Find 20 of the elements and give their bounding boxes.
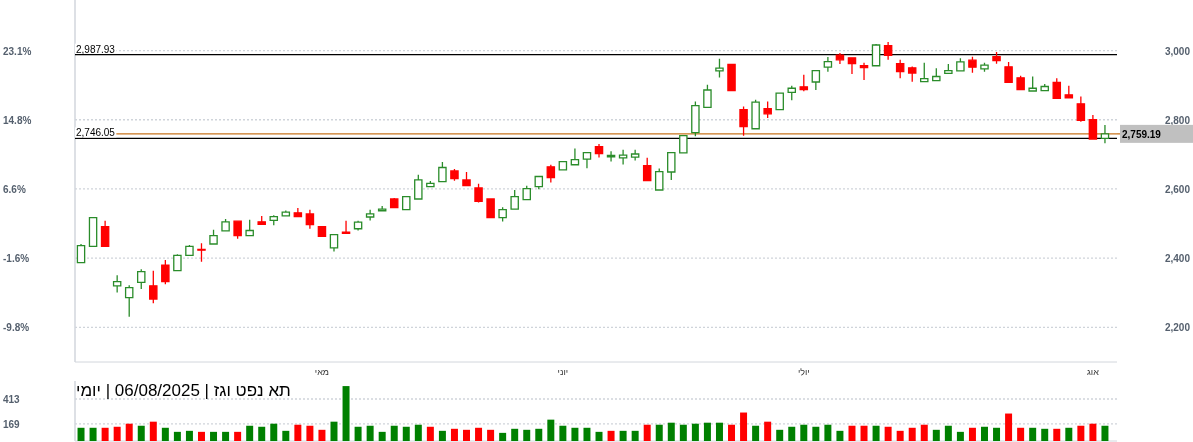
y-tick-label: 169 xyxy=(3,418,21,430)
y-tick-label: 413 xyxy=(3,394,21,405)
y2-tick-label: 14.8% xyxy=(3,115,32,127)
chart-title: תא נפט וגז | 06/08/2025 | יומי xyxy=(76,381,291,400)
y2-tick-label: 23.1% xyxy=(3,45,32,57)
y-tick-label: 2,800 xyxy=(1164,114,1191,126)
ref-line-label: 2,746.05 xyxy=(76,127,116,139)
y-tick-label: 2,600 xyxy=(1164,183,1191,195)
ref-line-label: 2,987.93 xyxy=(76,43,116,55)
y2-tick-label: 6.6% xyxy=(3,184,26,196)
x-tick-label: אוג xyxy=(1087,367,1100,377)
y2-tick-label: -9.8% xyxy=(3,322,30,334)
y-tick-label: 3,000 xyxy=(1164,45,1191,57)
y-tick-label: 2,400 xyxy=(1164,253,1191,265)
x-tick-label: יולי xyxy=(797,367,810,377)
y2-tick-label: -1.6% xyxy=(3,253,30,265)
y-tick-label: 2,200 xyxy=(1164,322,1191,334)
x-tick-label: מאי xyxy=(314,367,330,377)
x-tick-label: יוני xyxy=(557,367,569,377)
ref-line-label: 2,759.19 xyxy=(1122,128,1162,140)
